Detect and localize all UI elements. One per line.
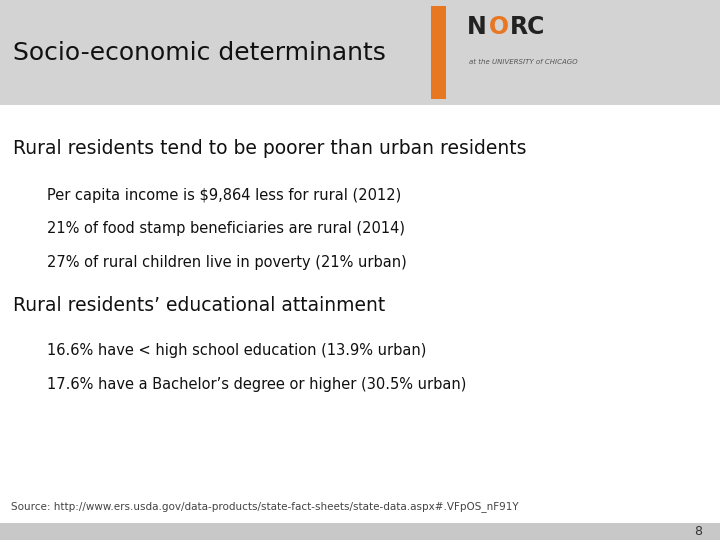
Text: at the UNIVERSITY of CHICAGO: at the UNIVERSITY of CHICAGO	[469, 59, 578, 65]
Bar	[0, 523, 720, 540]
Text: 8: 8	[694, 525, 702, 538]
Text: Source: http://www.ers.usda.gov/data-products/state-fact-sheets/state-data.aspx#: Source: http://www.ers.usda.gov/data-pro…	[11, 501, 518, 512]
Text: N: N	[467, 15, 486, 39]
Text: Rural residents’ educational attainment: Rural residents’ educational attainment	[13, 295, 385, 315]
Text: 16.6% have < high school education (13.9% urban): 16.6% have < high school education (13.9…	[47, 343, 426, 359]
Text: 21% of food stamp beneficiaries are rural (2014): 21% of food stamp beneficiaries are rura…	[47, 221, 405, 237]
Bar	[0, 0, 720, 105]
Text: RC: RC	[510, 15, 545, 39]
Text: 27% of rural children live in poverty (21% urban): 27% of rural children live in poverty (2…	[47, 255, 407, 270]
Bar	[431, 6, 446, 99]
Text: 17.6% have a Bachelor’s degree or higher (30.5% urban): 17.6% have a Bachelor’s degree or higher…	[47, 377, 466, 392]
Text: Per capita income is $9,864 less for rural (2012): Per capita income is $9,864 less for rur…	[47, 188, 401, 203]
Text: Rural residents tend to be poorer than urban residents: Rural residents tend to be poorer than u…	[13, 139, 526, 158]
Text: O: O	[489, 15, 509, 39]
Text: Socio-economic determinants: Socio-economic determinants	[13, 40, 386, 65]
